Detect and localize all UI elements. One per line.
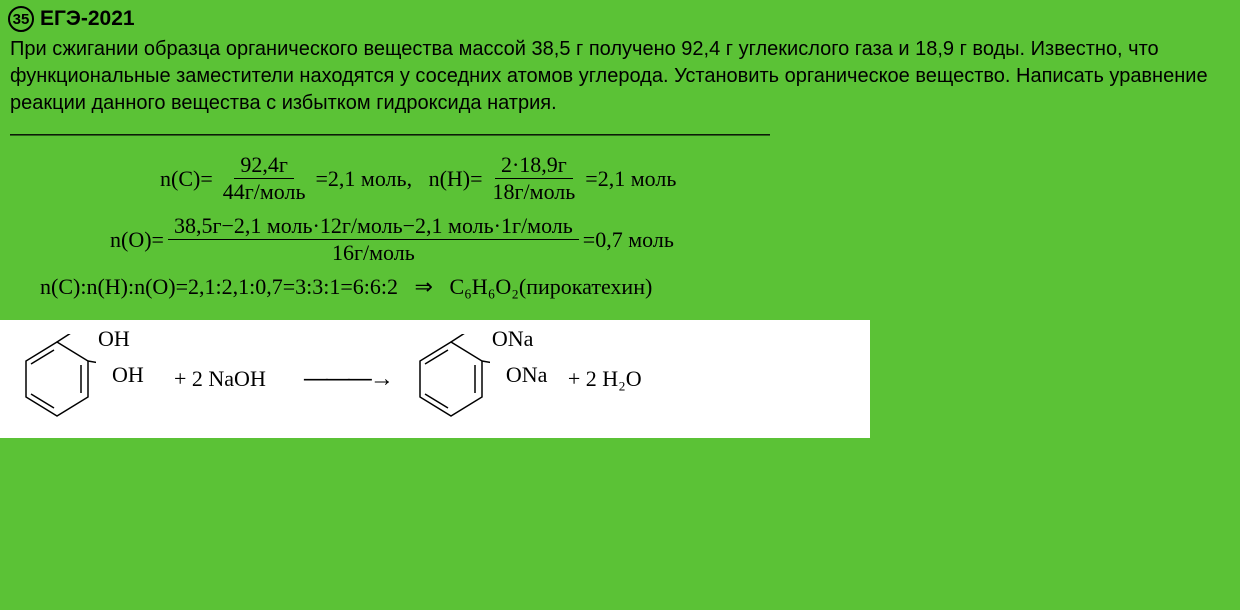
equation-line-1: n(C)= 92,4г 44г/моль =2,1 моль, n(H)= 2·…	[10, 152, 1230, 205]
molecule-1: OH OH	[18, 334, 156, 424]
benzene-ring-icon	[18, 334, 96, 424]
eq2-frac: 38,5г−2,1 моль·12г/моль−2,1 моль·1г/моль…	[168, 213, 579, 266]
reaction-arrow-icon: ———→	[304, 365, 392, 393]
eq1-den1: 44г/моль	[217, 179, 312, 205]
eq1-num1: 92,4г	[234, 152, 294, 179]
eq1-mid: =2,1 моль, n(H)=	[316, 166, 483, 192]
equations-block: n(C)= 92,4г 44г/моль =2,1 моль, n(H)= 2·…	[0, 148, 1240, 312]
divider-dashes: ——————————————————————————————————————	[0, 119, 1240, 148]
mol2-label-mid: ONa	[506, 362, 548, 388]
equation-line-3: n(C):n(H):n(O)=2,1:2,1:0,7=3:3:1=6:6:2 ⇒…	[10, 274, 1230, 300]
mol2-substituents: ONa ONa	[490, 334, 550, 424]
eq1-lhs1: n(C)=	[160, 166, 213, 192]
eq2-den: 16г/моль	[326, 240, 421, 266]
problem-number: 35	[13, 11, 30, 28]
eq2-end: =0,7 моль	[583, 227, 674, 253]
eq2-num: 38,5г−2,1 моль·12г/моль−2,1 моль·1г/моль	[168, 213, 579, 240]
eq1-end: =2,1 моль	[585, 166, 676, 192]
eq1-num2: 2·18,9г	[495, 152, 573, 179]
eq1-den2: 18г/моль	[487, 179, 582, 205]
plus-reagent: + 2 NaOH	[174, 366, 266, 392]
mol1-label-mid: OH	[112, 362, 144, 388]
eq2-lhs: n(O)=	[110, 227, 164, 253]
problem-number-badge: 35	[8, 6, 34, 32]
problem-statement: При сжигании образца органического вещес…	[0, 34, 1240, 119]
plus-product: + 2 H₂O	[568, 366, 642, 392]
exam-title: ЕГЭ-2021	[40, 7, 135, 31]
eq1-frac2: 2·18,9г 18г/моль	[487, 152, 582, 205]
molecule-2: ONa ONa	[412, 334, 550, 424]
equation-line-2: n(O)= 38,5г−2,1 моль·12г/моль−2,1 моль·1…	[10, 213, 1230, 266]
mol1-substituents: OH OH	[96, 334, 156, 424]
eq1-frac1: 92,4г 44г/моль	[217, 152, 312, 205]
header: 35 ЕГЭ-2021	[0, 0, 1240, 34]
mol1-label-top: OH	[98, 326, 130, 352]
mol2-label-top: ONa	[492, 326, 534, 352]
eq3-text: n(C):n(H):n(O)=2,1:2,1:0,7=3:3:1=6:6:2 ⇒…	[40, 274, 652, 300]
reaction-panel: OH OH + 2 NaOH ———→ ONa ONa + 2 H₂O	[0, 320, 870, 438]
benzene-ring-icon	[412, 334, 490, 424]
